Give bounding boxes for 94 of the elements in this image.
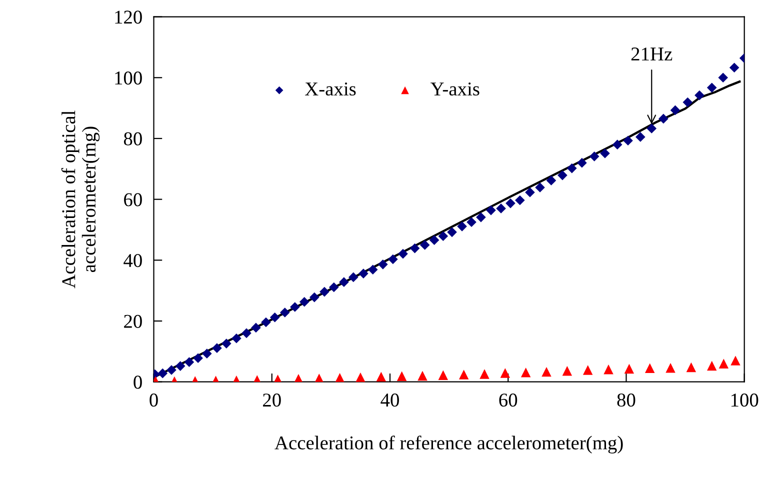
y-tick-label: 20 (124, 314, 142, 328)
point (623, 136, 633, 146)
point (525, 187, 535, 198)
point (447, 227, 457, 238)
y-tick-label: 60 (124, 193, 142, 206)
point (418, 370, 428, 381)
point (158, 368, 168, 378)
point (458, 370, 469, 380)
point (666, 363, 676, 373)
point (388, 254, 398, 264)
point (506, 198, 516, 208)
x-tick-label: 80 (617, 394, 636, 407)
point (309, 292, 320, 302)
annotation: 21Hz (631, 48, 672, 60)
point (290, 302, 300, 312)
point (429, 235, 440, 246)
point (420, 240, 430, 250)
point (546, 176, 556, 186)
point (520, 368, 531, 378)
point (166, 365, 176, 375)
point (706, 82, 717, 93)
point (410, 243, 420, 254)
point (339, 277, 349, 287)
point (232, 333, 242, 344)
point (542, 366, 552, 377)
legend-label: Y-axis (430, 82, 480, 96)
point (299, 296, 310, 307)
point (320, 286, 330, 297)
y-tick-label: 80 (124, 132, 142, 146)
point (612, 140, 622, 150)
x-tick-label: 100 (731, 394, 758, 407)
point (730, 356, 740, 366)
point (328, 282, 339, 292)
point (694, 90, 704, 100)
point (589, 152, 600, 162)
point (398, 248, 408, 259)
point (457, 221, 467, 232)
point (438, 231, 448, 242)
point (175, 361, 186, 371)
point (718, 72, 728, 83)
point (261, 317, 271, 328)
point (368, 264, 378, 275)
point (221, 338, 232, 348)
point (682, 97, 693, 108)
point (270, 312, 280, 322)
point (376, 372, 386, 382)
point (670, 105, 680, 116)
point (466, 217, 476, 228)
point (535, 182, 545, 192)
point (646, 124, 657, 134)
point (566, 163, 577, 174)
point (707, 360, 717, 371)
y-tick-label: 40 (124, 254, 142, 268)
point (635, 132, 646, 142)
point (202, 348, 212, 358)
y-tick-label: 100 (115, 71, 142, 85)
point (600, 148, 610, 158)
legend-label: X-axis (305, 82, 356, 96)
point (251, 322, 261, 333)
point (658, 114, 668, 124)
point (644, 363, 655, 374)
point (558, 170, 568, 180)
point (686, 362, 696, 372)
x-tick-label: 0 (150, 394, 158, 407)
point (358, 268, 368, 278)
point (729, 62, 740, 73)
point (480, 369, 490, 379)
point (515, 195, 525, 206)
point (496, 204, 506, 214)
point (212, 343, 222, 354)
point (718, 358, 729, 368)
x-tick-label: 40 (380, 394, 399, 407)
point (242, 328, 252, 338)
y-tick-label: 120 (115, 10, 142, 24)
point (396, 371, 407, 381)
y-tick-label: 0 (134, 376, 142, 389)
point (624, 364, 634, 374)
point (562, 366, 572, 376)
x-axis-title: Acceleration of reference accelerometer(mg) (274, 436, 623, 454)
point (500, 368, 510, 378)
y-axis-title: Acceleration of optical accelerometer(mg) (61, 110, 100, 288)
point (486, 205, 496, 216)
x-tick-label: 60 (499, 394, 518, 407)
point (577, 158, 587, 168)
point (438, 370, 448, 380)
point (582, 365, 593, 375)
point (378, 260, 388, 270)
point (348, 272, 358, 282)
point (476, 212, 486, 222)
point (280, 308, 290, 318)
point (604, 364, 614, 374)
x-tick-label: 20 (263, 394, 281, 407)
point (193, 353, 203, 364)
point (184, 357, 194, 367)
